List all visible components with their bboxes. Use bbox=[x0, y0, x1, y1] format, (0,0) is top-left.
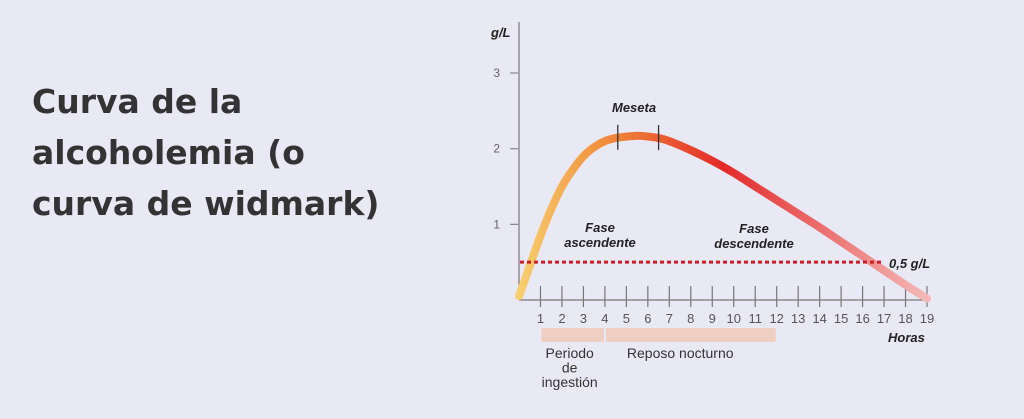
x-tick-label: 18 bbox=[898, 311, 912, 326]
x-tick-label: 3 bbox=[580, 311, 587, 326]
time-band-label: Reposo nocturno bbox=[627, 345, 734, 361]
x-tick-label: 11 bbox=[748, 311, 762, 326]
time-band-label: ingestión bbox=[542, 374, 598, 390]
x-tick-label: 19 bbox=[920, 311, 934, 326]
x-tick-label: 17 bbox=[877, 311, 891, 326]
x-tick-label: 1 bbox=[537, 311, 544, 326]
reference-label: 0,5 g/L bbox=[889, 256, 930, 271]
x-tick-label: 14 bbox=[812, 311, 826, 326]
descending-label-line2: descendente bbox=[714, 236, 793, 251]
plateau-label: Meseta bbox=[612, 100, 656, 115]
time-band-label: Periodo bbox=[546, 345, 594, 361]
x-tick-label: 15 bbox=[834, 311, 848, 326]
x-tick-label: 2 bbox=[558, 311, 565, 326]
y-tick-label: 3 bbox=[493, 66, 500, 80]
y-tick-label: 1 bbox=[493, 217, 500, 231]
x-tick-label: 16 bbox=[855, 311, 869, 326]
y-axis: 1 2 3 bbox=[493, 22, 520, 300]
x-tick-label: 8 bbox=[687, 311, 694, 326]
x-axis: 1 2 3 4 5 6 7 8 9 10 11 12 13 14 15 16 17 18 19 bbox=[519, 286, 934, 326]
descending-label-line1: Fase bbox=[739, 221, 769, 236]
time-band-2 bbox=[605, 328, 776, 342]
x-tick-label: 7 bbox=[666, 311, 673, 326]
plateau-marks bbox=[617, 124, 660, 151]
ascending-label-line2: ascendente bbox=[564, 235, 636, 250]
x-tick-label: 6 bbox=[644, 311, 651, 326]
x-tick-label: 10 bbox=[727, 311, 741, 326]
time-band-1 bbox=[541, 328, 604, 342]
x-tick-label: 13 bbox=[791, 311, 805, 326]
y-axis-unit: g/L bbox=[490, 25, 511, 40]
x-tick-label: 9 bbox=[709, 311, 716, 326]
alcoholemia-curve bbox=[515, 131, 931, 303]
x-tick-label: 4 bbox=[601, 311, 608, 326]
ascending-label-line1: Fase bbox=[585, 220, 615, 235]
y-tick-label: 2 bbox=[493, 142, 500, 156]
x-axis-label: Horas bbox=[888, 330, 925, 345]
time-band-label: de bbox=[562, 360, 578, 376]
x-tick-label: 12 bbox=[769, 311, 783, 326]
x-tick-label: 5 bbox=[623, 311, 630, 326]
page-title: Curva de la alcoholemia (o curva de widm… bbox=[32, 82, 380, 223]
